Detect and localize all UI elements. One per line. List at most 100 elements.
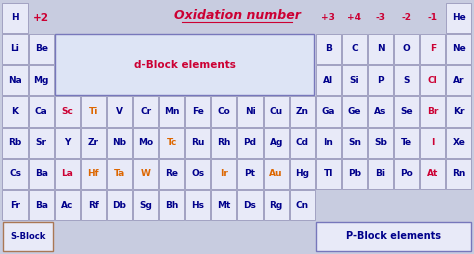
FancyBboxPatch shape	[28, 128, 54, 158]
FancyBboxPatch shape	[28, 96, 54, 126]
FancyBboxPatch shape	[342, 34, 367, 64]
FancyBboxPatch shape	[342, 159, 367, 189]
Text: Se: Se	[401, 107, 413, 116]
FancyBboxPatch shape	[316, 96, 341, 126]
FancyBboxPatch shape	[420, 159, 446, 189]
Text: Ta: Ta	[114, 169, 125, 178]
Text: Ru: Ru	[191, 138, 204, 147]
FancyBboxPatch shape	[55, 34, 314, 95]
Text: Cl: Cl	[428, 76, 438, 85]
FancyBboxPatch shape	[420, 128, 446, 158]
Text: Sc: Sc	[61, 107, 73, 116]
FancyBboxPatch shape	[2, 190, 27, 220]
FancyBboxPatch shape	[447, 159, 472, 189]
FancyBboxPatch shape	[237, 159, 263, 189]
FancyBboxPatch shape	[447, 128, 472, 158]
FancyBboxPatch shape	[316, 159, 341, 189]
FancyBboxPatch shape	[342, 65, 367, 95]
FancyBboxPatch shape	[107, 159, 132, 189]
Text: B: B	[325, 44, 332, 53]
Text: Pt: Pt	[245, 169, 255, 178]
FancyBboxPatch shape	[316, 34, 341, 64]
FancyBboxPatch shape	[211, 190, 237, 220]
Text: Rn: Rn	[452, 169, 465, 178]
Text: Mg: Mg	[34, 76, 49, 85]
FancyBboxPatch shape	[290, 96, 315, 126]
Text: Ne: Ne	[452, 44, 466, 53]
Text: Ga: Ga	[322, 107, 335, 116]
FancyBboxPatch shape	[394, 159, 419, 189]
Text: Db: Db	[112, 201, 127, 210]
Text: Sb: Sb	[374, 138, 387, 147]
Text: S: S	[403, 76, 410, 85]
FancyBboxPatch shape	[211, 128, 237, 158]
FancyBboxPatch shape	[264, 128, 289, 158]
FancyBboxPatch shape	[394, 34, 419, 64]
Text: Ac: Ac	[61, 201, 73, 210]
Text: Po: Po	[401, 169, 413, 178]
Text: Al: Al	[323, 76, 333, 85]
Text: O: O	[403, 44, 410, 53]
FancyBboxPatch shape	[290, 190, 315, 220]
FancyBboxPatch shape	[55, 159, 80, 189]
Text: Nb: Nb	[112, 138, 127, 147]
FancyBboxPatch shape	[447, 34, 472, 64]
FancyBboxPatch shape	[368, 65, 393, 95]
Text: La: La	[61, 169, 73, 178]
FancyBboxPatch shape	[316, 222, 471, 251]
Text: P-Block elements: P-Block elements	[346, 231, 441, 241]
Text: Ba: Ba	[35, 201, 48, 210]
FancyBboxPatch shape	[2, 3, 27, 33]
Text: H: H	[11, 13, 19, 22]
Text: Pd: Pd	[244, 138, 256, 147]
Text: Tc: Tc	[166, 138, 177, 147]
FancyBboxPatch shape	[2, 96, 27, 126]
FancyBboxPatch shape	[2, 65, 27, 95]
Text: +4: +4	[347, 13, 362, 22]
Text: In: In	[323, 138, 333, 147]
Text: He: He	[452, 13, 466, 22]
FancyBboxPatch shape	[55, 96, 80, 126]
Text: P: P	[377, 76, 384, 85]
FancyBboxPatch shape	[3, 222, 53, 251]
Text: Y: Y	[64, 138, 71, 147]
Text: +2: +2	[33, 13, 49, 23]
Text: Ti: Ti	[89, 107, 98, 116]
Text: Te: Te	[401, 138, 412, 147]
Text: Br: Br	[427, 107, 438, 116]
Text: Si: Si	[350, 76, 359, 85]
FancyBboxPatch shape	[420, 65, 446, 95]
Text: Cn: Cn	[296, 201, 309, 210]
FancyBboxPatch shape	[264, 190, 289, 220]
Text: Bi: Bi	[375, 169, 386, 178]
FancyBboxPatch shape	[28, 34, 54, 64]
FancyBboxPatch shape	[368, 128, 393, 158]
FancyBboxPatch shape	[28, 65, 54, 95]
FancyBboxPatch shape	[133, 190, 158, 220]
Text: Sg: Sg	[139, 201, 152, 210]
FancyBboxPatch shape	[133, 128, 158, 158]
Text: d-Block elements: d-Block elements	[134, 59, 236, 70]
FancyBboxPatch shape	[342, 96, 367, 126]
Text: Mn: Mn	[164, 107, 180, 116]
FancyBboxPatch shape	[55, 128, 80, 158]
FancyBboxPatch shape	[159, 128, 184, 158]
Text: Zn: Zn	[296, 107, 309, 116]
Text: Tl: Tl	[324, 169, 333, 178]
FancyBboxPatch shape	[159, 159, 184, 189]
FancyBboxPatch shape	[107, 128, 132, 158]
FancyBboxPatch shape	[237, 128, 263, 158]
FancyBboxPatch shape	[185, 190, 210, 220]
Text: V: V	[116, 107, 123, 116]
FancyBboxPatch shape	[420, 96, 446, 126]
Text: Cr: Cr	[140, 107, 151, 116]
FancyBboxPatch shape	[159, 96, 184, 126]
FancyBboxPatch shape	[237, 96, 263, 126]
Text: I: I	[431, 138, 435, 147]
Text: Hg: Hg	[295, 169, 309, 178]
FancyBboxPatch shape	[211, 159, 237, 189]
FancyBboxPatch shape	[211, 96, 237, 126]
Text: Ni: Ni	[245, 107, 255, 116]
Text: Rg: Rg	[270, 201, 283, 210]
FancyBboxPatch shape	[237, 190, 263, 220]
